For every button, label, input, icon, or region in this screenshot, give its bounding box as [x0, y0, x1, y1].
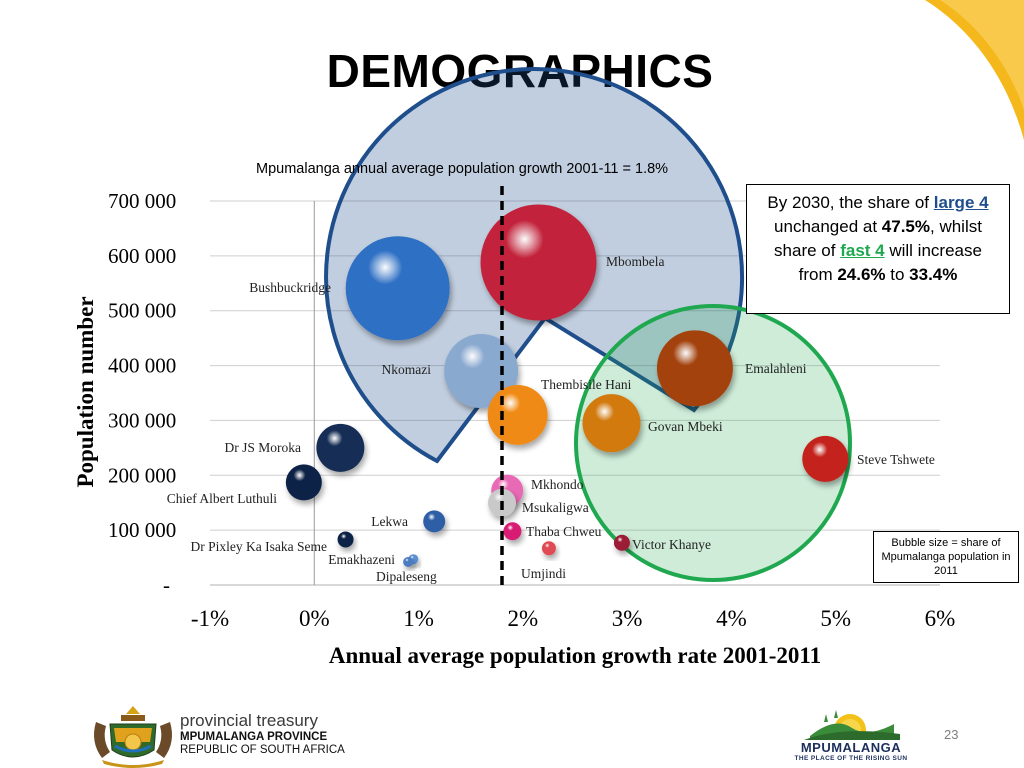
x-axis-ticks: -1% 0% 1% 2% 3% 4% 5% 6%	[191, 606, 956, 631]
bubble-dr-js-moroka	[316, 423, 365, 472]
fast-4-share-2011: 24.6%	[837, 265, 886, 284]
mpumalanga-brand-text: MPUMALANGA THE PLACE OF THE RISING SUN	[792, 740, 910, 762]
bubble-dipaleseng	[403, 556, 414, 567]
x-axis-title: Annual average population growth rate 20…	[329, 643, 821, 668]
fast-4-share-2030: 33.4%	[909, 265, 958, 284]
page-number: 23	[944, 727, 959, 742]
y-tick-7: 700 000	[108, 189, 176, 213]
bubble-lekwa	[423, 510, 446, 533]
x-tick-2: 1%	[403, 606, 434, 631]
x-tick-0: -1%	[191, 606, 229, 631]
bubble-nkomazi	[444, 334, 519, 409]
treasury-line-1: provincial treasury	[180, 711, 318, 730]
label-thembisile-hani: Thembisile Hani	[541, 377, 632, 392]
growth-note: Mpumalanga annual average population gro…	[256, 161, 669, 177]
label-nkomazi: Nkomazi	[382, 362, 432, 377]
callout-text-1: By 2030, the share of	[767, 193, 934, 212]
bubble-dr-pixley-ka-isaka-seme	[337, 531, 354, 548]
bubble-steve-tshwete	[802, 435, 849, 482]
label-lekwa: Lekwa	[371, 514, 408, 529]
y-tick-5: 500 000	[108, 299, 176, 323]
corner-swoosh-shade	[940, 0, 1024, 110]
label-emakhazeni: Emakhazeni	[328, 552, 395, 567]
y-axis-title: Population number	[73, 296, 98, 487]
callout-text-5: , whilst share of	[774, 217, 982, 260]
bubble-thembisile-hani	[487, 384, 548, 445]
label-victor-khanye: Victor Khanye	[632, 537, 711, 552]
label-dr-js-moroka: Dr JS Moroka	[225, 440, 302, 455]
x-tick-4: 3%	[612, 606, 643, 631]
bubble-thaba-chweu	[503, 522, 522, 541]
y-tick-2: 200 000	[108, 463, 176, 487]
label-mkhondo: Mkhondo	[531, 477, 584, 492]
large-4-link[interactable]: large 4	[933, 193, 989, 212]
y-tick-1: 100 000	[108, 518, 176, 542]
label-thaba-chweu: Thaba Chweu	[526, 524, 602, 539]
label-bushbuckridge: Bushbuckridge	[249, 280, 331, 295]
bubble-labels: Mbombela Bushbuckridge Nkomazi Emalahleni Th…	[167, 254, 935, 584]
bubble-mbombela	[480, 204, 597, 321]
callout-text-9: to	[885, 265, 910, 284]
large-4-share: 47.5%	[881, 217, 930, 236]
label-govan-mbeki: Govan Mbeki	[648, 419, 723, 434]
label-steve-tshwete: Steve Tshwete	[857, 452, 935, 467]
treasury-line-2: MPUMALANGA PROVINCE	[180, 730, 328, 743]
bubble-emalahleni	[656, 330, 733, 407]
bubble-chief-albert-luthuli	[285, 464, 322, 501]
label-chief-albert-luthuli: Chief Albert Luthuli	[167, 491, 277, 506]
x-tick-6: 5%	[820, 606, 851, 631]
treasury-line-3: REPUBLIC OF SOUTH AFRICA	[180, 743, 345, 756]
bubble-size-note: Bubble size = share of Mpumalanga popula…	[873, 531, 1019, 583]
fast-4-link[interactable]: fast 4	[840, 241, 885, 260]
label-dr-pixley-ka-isaka-seme: Dr Pixley Ka Isaka Seme	[191, 539, 327, 554]
rising-sun-logo-icon	[804, 710, 900, 740]
x-tick-7: 6%	[925, 606, 956, 631]
y-tick-4: 400 000	[108, 354, 176, 378]
y-tick-0: -	[163, 573, 170, 597]
y-tick-3: 300 000	[108, 408, 176, 432]
x-tick-1: 0%	[299, 606, 330, 631]
callout-box: By 2030, the share of large 4 unchanged …	[746, 184, 1010, 314]
bubble-umjindi	[541, 541, 556, 556]
bubble-victor-khanye	[613, 534, 630, 551]
x-tick-5: 4%	[716, 606, 747, 631]
callout-text-3: unchanged at	[774, 217, 882, 236]
label-umjindi: Umjindi	[521, 566, 566, 581]
bubble-bushbuckridge	[345, 236, 450, 341]
treasury-logo-text: provincial treasury MPUMALANGA PROVINCE …	[180, 711, 345, 757]
x-tick-3: 2%	[508, 606, 539, 631]
y-tick-6: 600 000	[108, 244, 176, 268]
label-msukaligwa: Msukaligwa	[522, 500, 589, 515]
label-dipaleseng: Dipaleseng	[376, 569, 437, 584]
bubble-govan-mbeki	[582, 394, 641, 453]
label-emalahleni: Emalahleni	[745, 361, 807, 376]
coat-of-arms-icon	[94, 706, 172, 768]
brand-line-2: THE PLACE OF THE RISING SUN	[794, 755, 908, 762]
label-mbombela: Mbombela	[606, 254, 665, 269]
fast-4-highlight	[574, 304, 852, 582]
y-axis-ticks: - 100 000 200 000 300 000 400 000 500 000 600 …	[108, 189, 176, 597]
brand-line-1: MPUMALANGA	[800, 740, 902, 755]
callout-text-7: will increase from	[798, 241, 982, 284]
